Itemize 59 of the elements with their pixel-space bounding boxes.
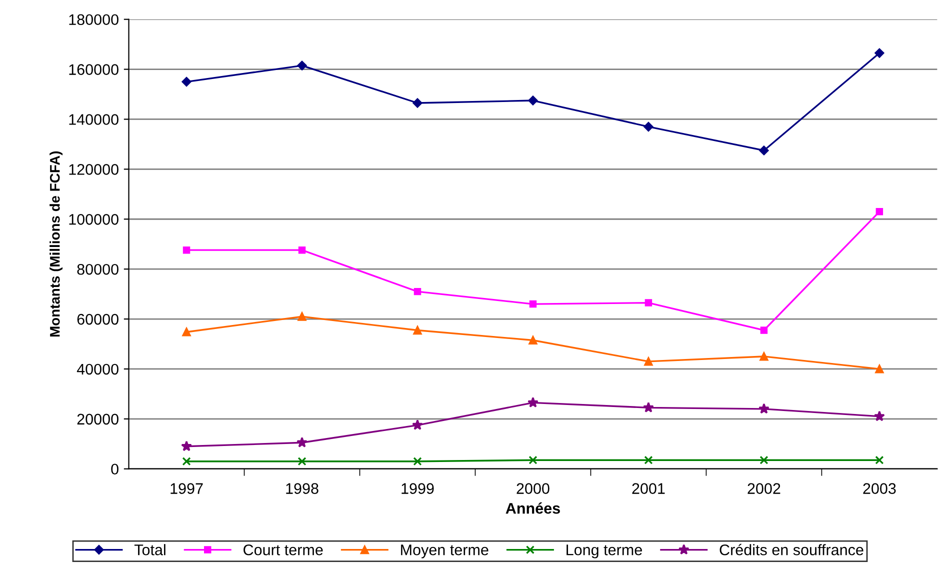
x-tick-label: 2000 — [516, 483, 550, 494]
point — [529, 300, 537, 308]
point — [528, 336, 538, 345]
point — [643, 402, 654, 412]
y-tick-label: 120000 — [69, 164, 118, 175]
x-axis-title: Années — [506, 502, 560, 514]
x-tick-label: 1997 — [170, 483, 203, 494]
legend-label: Crédits en souffrance — [720, 544, 864, 556]
point — [414, 288, 422, 296]
point — [875, 456, 884, 464]
x-tick-label: 1999 — [402, 483, 434, 494]
point — [182, 328, 191, 336]
y-tick-label: 140000 — [69, 114, 118, 125]
y-tick-label: 0 — [111, 464, 118, 475]
legend-label: Long terme — [566, 544, 642, 558]
y-tick-label: 180000 — [69, 14, 118, 26]
point — [528, 456, 538, 464]
x-tick-label: 1998 — [286, 483, 318, 494]
point — [297, 60, 307, 70]
point — [760, 326, 768, 334]
point — [875, 364, 884, 374]
point — [759, 146, 769, 156]
y-axis-title: Montants (Millions de FCFA) — [50, 151, 63, 337]
y-tick-label: 80000 — [77, 264, 118, 275]
x-tick-label: 2003 — [863, 483, 896, 494]
legend-label: Court terme — [244, 544, 323, 556]
point — [182, 246, 190, 254]
point — [758, 403, 770, 414]
point — [528, 96, 538, 106]
legend-label: Moyen terme — [401, 544, 488, 558]
y-tick-label: 20000 — [77, 414, 118, 425]
point — [413, 457, 422, 466]
point — [876, 208, 884, 216]
x-tick-label: 2002 — [748, 483, 780, 494]
point — [298, 312, 306, 321]
point — [644, 122, 654, 132]
x-tick-label: 2001 — [632, 483, 665, 494]
y-tick-label: 100000 — [69, 214, 118, 225]
y-tick-label: 40000 — [76, 364, 118, 375]
point — [298, 246, 306, 254]
point — [644, 456, 653, 464]
point — [528, 396, 538, 408]
point — [412, 98, 422, 108]
point — [760, 352, 768, 361]
y-tick-label: 160000 — [69, 64, 118, 75]
point — [298, 457, 306, 466]
legend-label: Total — [134, 544, 166, 556]
point — [296, 436, 308, 448]
point — [874, 410, 885, 422]
y-tick-label: 60000 — [77, 314, 118, 325]
point — [644, 357, 653, 366]
point — [413, 326, 422, 335]
point — [874, 48, 884, 58]
point — [760, 456, 768, 464]
point — [412, 419, 423, 430]
point — [644, 299, 652, 306]
point — [181, 440, 192, 452]
point — [182, 457, 191, 466]
point — [182, 77, 192, 87]
